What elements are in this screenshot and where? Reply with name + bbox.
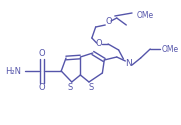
Text: H₂N: H₂N [5,66,21,76]
Text: O: O [106,16,112,26]
Text: N: N [125,58,132,68]
Text: O: O [95,38,102,48]
Text: O: O [39,84,45,92]
Text: OMe: OMe [137,10,154,20]
Text: S: S [88,82,94,92]
Text: S: S [67,82,72,92]
Text: OMe: OMe [162,44,179,54]
Text: O: O [39,50,45,58]
